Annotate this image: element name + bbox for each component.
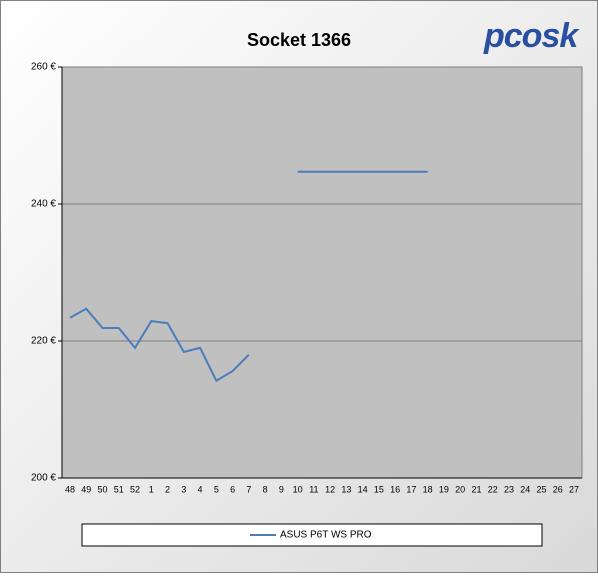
x-tick-label: 27 [569,484,579,494]
x-tick-label: 9 [279,484,284,494]
x-tick-label: 23 [504,484,514,494]
x-tick-label: 19 [439,484,449,494]
x-tick-label: 13 [341,484,351,494]
x-tick-label: 52 [130,484,140,494]
x-tick-label: 51 [114,484,124,494]
y-tick-label: 220 € [31,336,56,347]
x-tick-label: 48 [65,484,75,494]
x-tick-label: 15 [374,484,384,494]
legend-label: ASUS P6T WS PRO [280,530,372,541]
x-tick-label: 11 [309,484,318,494]
x-tick-label: 3 [181,484,186,494]
x-tick-label: 24 [520,484,530,494]
x-tick-label: 50 [98,484,108,494]
x-tick-label: 14 [358,484,368,494]
x-tick-label: 2 [165,484,170,494]
x-tick-label: 12 [325,484,335,494]
x-tick-label: 22 [488,484,498,494]
x-tick-label: 8 [263,484,268,494]
x-tick-label: 21 [471,484,481,494]
x-tick-label: 26 [553,484,563,494]
y-tick-label: 260 € [31,62,56,73]
x-tick-label: 1 [149,484,154,494]
y-tick-label: 200 € [31,473,56,484]
x-tick-label: 49 [81,484,91,494]
x-tick-label: 10 [293,484,303,494]
chart-title: Socket 1366 [247,30,351,50]
x-tick-label: 7 [246,484,251,494]
x-tick-label: 6 [230,484,235,494]
series-line [69,170,428,383]
x-tick-label: 16 [390,484,400,494]
x-tick-label: 18 [423,484,433,494]
x-tick-label: 5 [214,484,219,494]
x-tick-label: 4 [198,484,203,494]
plot-area [61,66,583,479]
logo: pcosk [483,17,580,55]
x-tick-label: 17 [406,484,416,494]
y-tick-label: 240 € [31,199,56,210]
x-tick-label: 25 [536,484,546,494]
legend [81,523,543,547]
x-tick-label: 20 [455,484,465,494]
